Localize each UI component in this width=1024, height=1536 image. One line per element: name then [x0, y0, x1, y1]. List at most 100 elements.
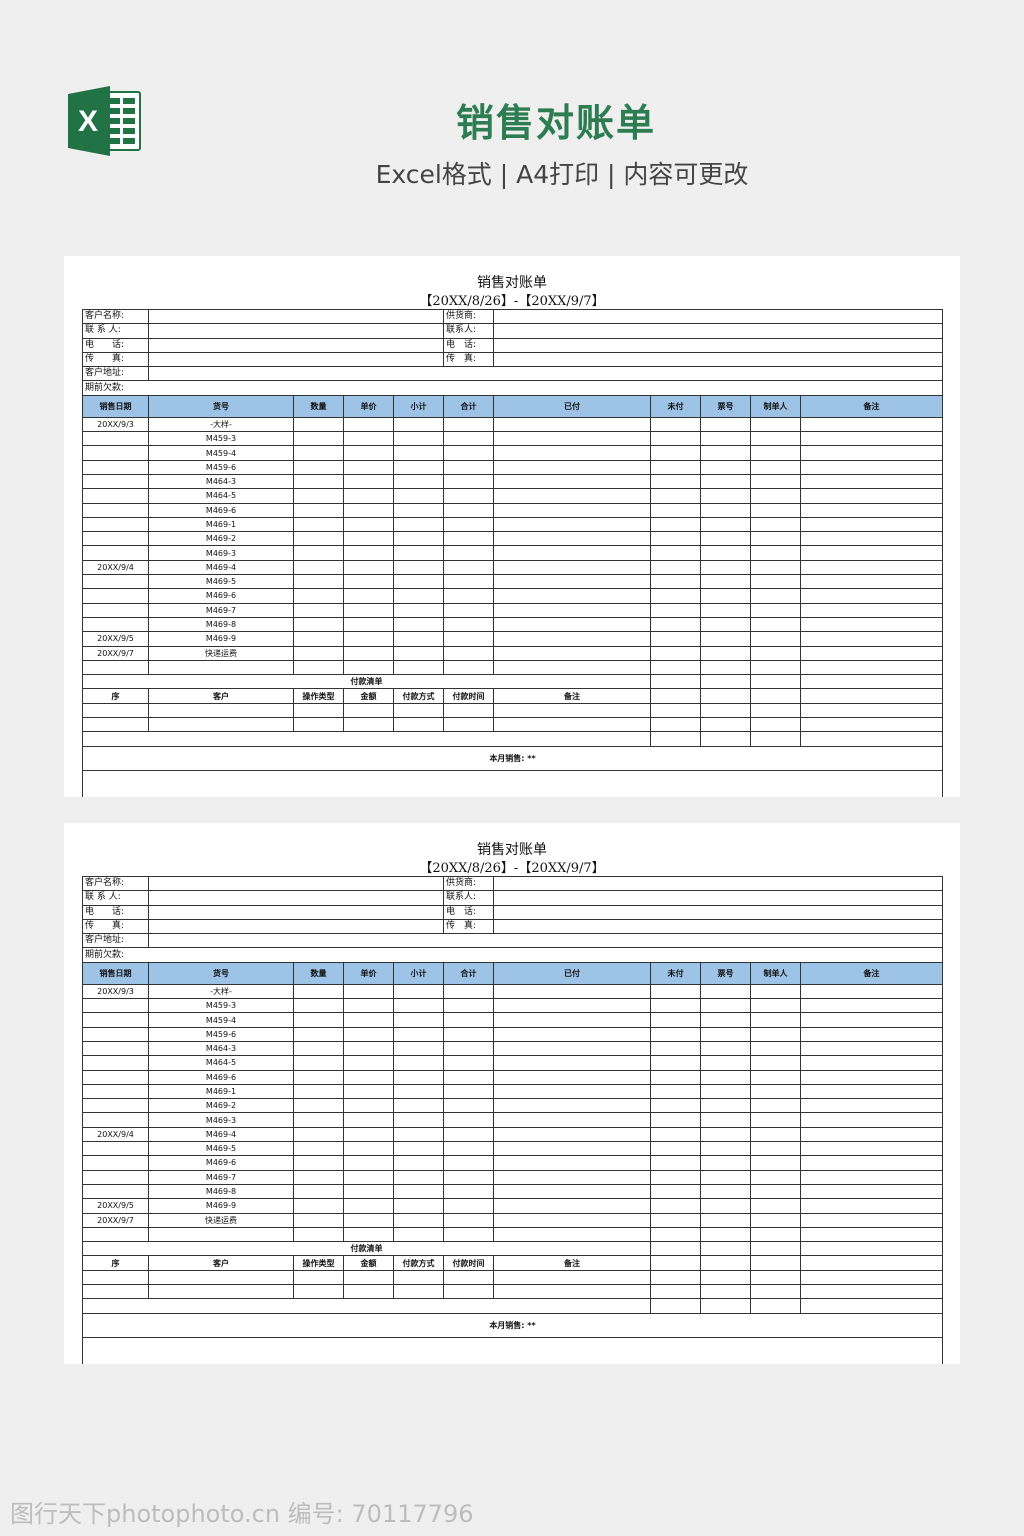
cell	[650, 1255, 701, 1271]
info-label: 联系人:	[443, 323, 494, 339]
cell	[700, 983, 751, 1000]
cell	[393, 1026, 444, 1042]
cell	[393, 616, 444, 633]
cell	[750, 631, 801, 647]
cell	[343, 473, 394, 490]
cell	[493, 1141, 651, 1157]
cell	[343, 445, 394, 461]
cell	[750, 1241, 801, 1257]
cell	[393, 473, 444, 490]
date-cell	[82, 502, 149, 518]
item-cell: M464-3	[148, 473, 294, 490]
info-row: 联 系 人: 联系人:	[82, 323, 943, 339]
date-cell	[82, 473, 149, 490]
item-cell: M469-8	[148, 1183, 294, 1200]
cell	[700, 1083, 751, 1100]
cell	[650, 1026, 701, 1042]
cell	[493, 502, 651, 518]
cell	[393, 416, 444, 433]
column-header: 数量	[293, 394, 344, 418]
cell	[443, 1126, 494, 1143]
cell	[343, 717, 394, 733]
table-row: M459-4	[82, 1012, 943, 1028]
date-cell	[82, 1055, 149, 1071]
cell	[443, 1012, 494, 1028]
cell	[750, 559, 801, 576]
cell	[493, 1012, 651, 1028]
payment-row	[82, 1269, 943, 1286]
date-cell	[82, 545, 149, 561]
cell	[393, 1069, 444, 1085]
cell	[493, 631, 651, 647]
date-cell: 20XX/9/3	[82, 983, 149, 1000]
page-title: 销售对账单	[455, 101, 656, 145]
cell	[650, 1241, 701, 1257]
cell	[750, 1040, 801, 1057]
cell	[343, 645, 394, 661]
cell	[700, 1284, 751, 1300]
cell	[393, 431, 444, 447]
date-cell	[82, 516, 149, 533]
cell	[800, 1055, 943, 1071]
cell	[650, 445, 701, 461]
payment-row	[82, 702, 943, 719]
column-header: 数量	[293, 961, 344, 985]
payment-column-header: 操作类型	[293, 688, 344, 704]
date-cell	[82, 588, 149, 604]
blank-row	[82, 731, 943, 747]
cell	[493, 473, 651, 490]
footer-cell	[82, 769, 943, 797]
sheet-date-range: 【20XX/8/26】-【20XX/9/7】	[419, 861, 605, 876]
cell	[800, 445, 943, 461]
info-row: 期前欠款:	[82, 947, 943, 963]
payment-column-header: 序	[82, 688, 149, 704]
cell	[700, 531, 751, 547]
cell	[443, 645, 494, 661]
table-row: 20XX/9/7 快递运费	[82, 1212, 943, 1228]
cell	[750, 1069, 801, 1085]
cell	[293, 1083, 344, 1100]
table-row: M469-5	[82, 1141, 943, 1157]
cell	[800, 998, 943, 1014]
cell	[700, 1298, 751, 1314]
payment-column-header: 序	[82, 1255, 149, 1271]
payment-title: 付款清单	[82, 1241, 651, 1257]
cell	[493, 659, 651, 676]
cell	[800, 574, 943, 590]
cell	[800, 1298, 943, 1314]
cell	[493, 1169, 651, 1185]
info-label: 电 话:	[82, 904, 149, 920]
cell	[393, 1269, 444, 1286]
info-value	[148, 308, 444, 325]
cell	[750, 674, 801, 690]
table-row	[82, 1226, 943, 1243]
sheet-preview-2: 销售对账单 【20XX/8/26】-【20XX/9/7】 客户名称: 供货商: 联 …	[64, 823, 960, 1364]
cell	[443, 1183, 494, 1200]
cell	[750, 1098, 801, 1114]
table-row: M469-3	[82, 1112, 943, 1128]
item-cell: M469-4	[148, 559, 294, 576]
monthly-sales-row: 本月销售: **	[82, 1312, 943, 1338]
cell	[443, 488, 494, 504]
cell	[493, 488, 651, 504]
cell	[293, 1212, 344, 1228]
cell	[293, 1226, 344, 1243]
cell	[700, 1141, 751, 1157]
info-value	[148, 366, 943, 382]
cell	[800, 1040, 943, 1057]
cell	[700, 602, 751, 618]
cell	[293, 1112, 344, 1128]
cell	[443, 1226, 494, 1243]
cell	[443, 1112, 494, 1128]
cell	[393, 1141, 444, 1157]
table-row: M469-6	[82, 1069, 943, 1085]
payment-column-header: 操作类型	[293, 1255, 344, 1271]
cell	[800, 1169, 943, 1185]
cell	[393, 1169, 444, 1185]
cell	[493, 431, 651, 447]
item-cell: M469-3	[148, 545, 294, 561]
cell	[700, 688, 751, 704]
cell	[650, 616, 701, 633]
cell	[700, 559, 751, 576]
info-row: 传 真: 传 真:	[82, 918, 943, 935]
